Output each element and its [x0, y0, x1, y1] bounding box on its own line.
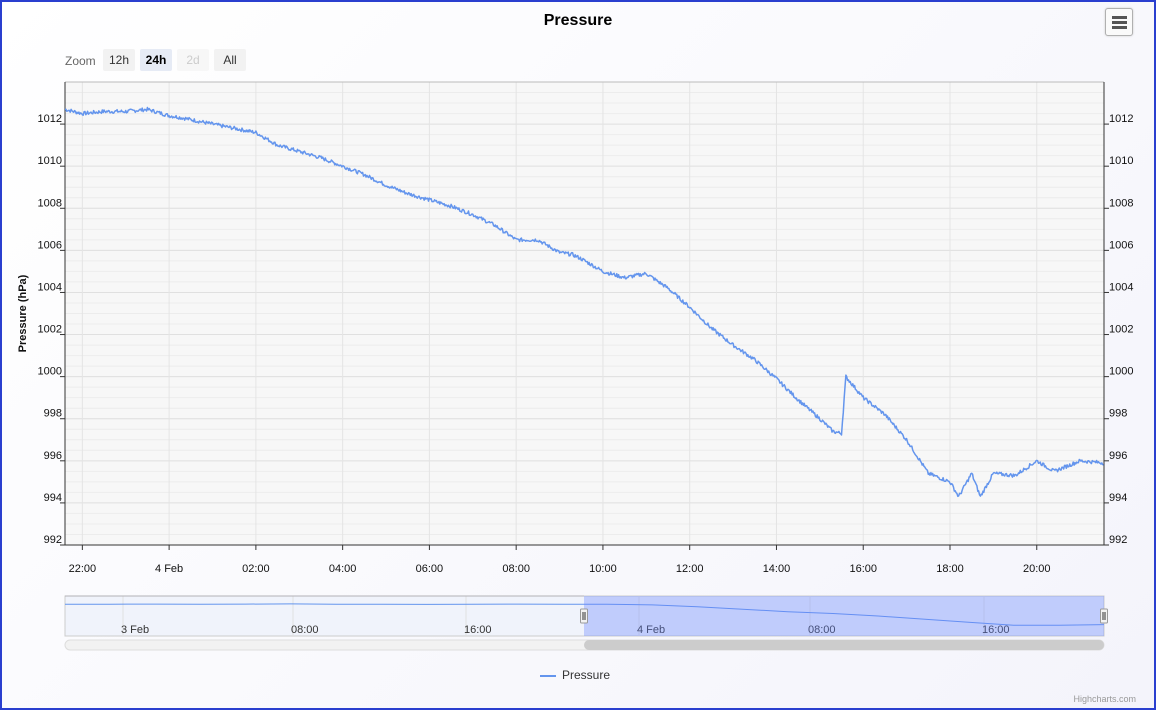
zoom-label: Zoom [65, 54, 96, 68]
y-axis-title: Pressure (hPa) [17, 274, 29, 352]
context-menu-button[interactable] [1105, 8, 1133, 36]
navigator-tick-label: 08:00 [808, 624, 836, 636]
y-tick-label-right: 1010 [1109, 155, 1133, 167]
x-tick-label: 12:00 [676, 563, 704, 575]
x-tick-label: 14:00 [763, 563, 791, 575]
y-tick-label: 996 [44, 450, 62, 462]
x-tick-label: 4 Feb [155, 563, 183, 575]
menu-icon-bar [1112, 26, 1127, 29]
navigator-tick-label: 3 Feb [121, 624, 149, 636]
zoom-all-button[interactable]: All [214, 49, 246, 71]
y-tick-label-right: 1008 [1109, 197, 1133, 209]
y-tick-label-right: 994 [1109, 492, 1127, 504]
y-tick-label: 1010 [38, 155, 62, 167]
chart-title: Pressure [543, 12, 613, 29]
scrollbar-thumb[interactable] [584, 640, 1104, 650]
navigator-tick-label: 16:00 [982, 624, 1010, 636]
y-tick-label: 994 [44, 492, 62, 504]
x-tick-label: 02:00 [242, 563, 270, 575]
y-tick-label: 1006 [38, 239, 62, 251]
y-tick-label: 992 [44, 534, 62, 546]
x-tick-label: 18:00 [936, 563, 964, 575]
y-tick-label-right: 992 [1109, 534, 1127, 546]
series-line-pressure [64, 106, 1104, 498]
y-tick-label: 998 [44, 408, 62, 420]
y-tick-label: 1008 [38, 197, 62, 209]
y-tick-label-right: 1002 [1109, 324, 1133, 336]
zoom-24h-button[interactable]: 24h [140, 49, 172, 71]
legend-label: Pressure [562, 668, 611, 682]
x-tick-label: 04:00 [329, 563, 357, 575]
navigator-handle-right[interactable] [1100, 608, 1108, 624]
x-tick-label: 16:00 [849, 563, 877, 575]
navigator-tick-label: 08:00 [291, 624, 319, 636]
x-tick-label: 10:00 [589, 563, 617, 575]
navigator-tick-label: 16:00 [464, 624, 492, 636]
x-tick-label: 06:00 [416, 563, 444, 575]
y-tick-label-right: 996 [1109, 450, 1127, 462]
menu-icon-bar [1112, 21, 1127, 24]
zoom-12h-button[interactable]: 12h [103, 49, 135, 71]
y-tick-label-right: 1012 [1109, 113, 1133, 125]
y-tick-label: 1004 [38, 281, 62, 293]
y-tick-label-right: 1006 [1109, 239, 1133, 251]
x-tick-label: 20:00 [1023, 563, 1051, 575]
zoom-2d-button: 2d [177, 49, 209, 71]
y-tick-label-right: 1004 [1109, 281, 1133, 293]
navigator-selection [584, 596, 1104, 636]
x-tick-label: 08:00 [502, 563, 530, 575]
y-tick-label-right: 1000 [1109, 366, 1133, 378]
y-tick-label-right: 998 [1109, 408, 1127, 420]
y-tick-label: 1002 [38, 324, 62, 336]
x-tick-label: 22:00 [69, 563, 97, 575]
navigator-series-line [64, 603, 1105, 626]
legend-swatch [540, 675, 556, 677]
menu-icon [1112, 16, 1127, 19]
navigator-tick-label: 4 Feb [637, 624, 665, 636]
y-tick-label: 1000 [38, 366, 62, 378]
y-tick-label: 1012 [38, 113, 62, 125]
credits-link[interactable]: Highcharts.com [1073, 694, 1136, 704]
navigator-handle-left[interactable] [580, 608, 588, 624]
